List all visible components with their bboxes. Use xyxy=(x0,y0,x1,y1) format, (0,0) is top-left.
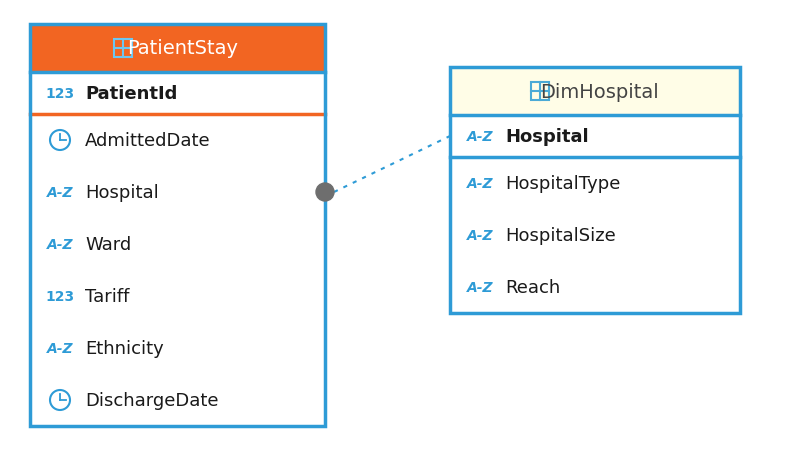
Bar xyxy=(30,115,325,426)
Bar xyxy=(531,83,549,101)
Bar xyxy=(450,116,740,157)
Text: 123: 123 xyxy=(45,87,74,101)
Text: Ethnicity: Ethnicity xyxy=(85,339,164,357)
Text: Reach: Reach xyxy=(505,279,560,297)
Text: A-Z: A-Z xyxy=(467,177,494,190)
Bar xyxy=(450,68,740,313)
Bar xyxy=(30,25,325,426)
Text: 123: 123 xyxy=(45,289,74,303)
Bar xyxy=(450,68,740,116)
Text: A-Z: A-Z xyxy=(467,280,494,294)
Text: DimHospital: DimHospital xyxy=(540,82,660,101)
Bar xyxy=(113,40,131,58)
Text: DischargeDate: DischargeDate xyxy=(85,391,218,409)
Text: Ward: Ward xyxy=(85,235,131,253)
Text: A-Z: A-Z xyxy=(467,130,494,144)
Text: HospitalType: HospitalType xyxy=(505,174,620,193)
Bar xyxy=(30,73,325,115)
Text: A-Z: A-Z xyxy=(467,229,494,242)
Text: A-Z: A-Z xyxy=(47,237,74,252)
Bar xyxy=(450,157,740,313)
Text: HospitalSize: HospitalSize xyxy=(505,226,615,245)
Circle shape xyxy=(316,184,334,202)
Text: AdmittedDate: AdmittedDate xyxy=(85,132,210,150)
Text: PatientStay: PatientStay xyxy=(127,39,238,58)
Bar xyxy=(30,25,325,73)
Text: A-Z: A-Z xyxy=(47,185,74,200)
Text: A-Z: A-Z xyxy=(47,341,74,355)
Text: Hospital: Hospital xyxy=(85,184,159,202)
Text: Tariff: Tariff xyxy=(85,287,130,305)
Text: Hospital: Hospital xyxy=(505,128,589,146)
Text: PatientId: PatientId xyxy=(85,85,177,103)
